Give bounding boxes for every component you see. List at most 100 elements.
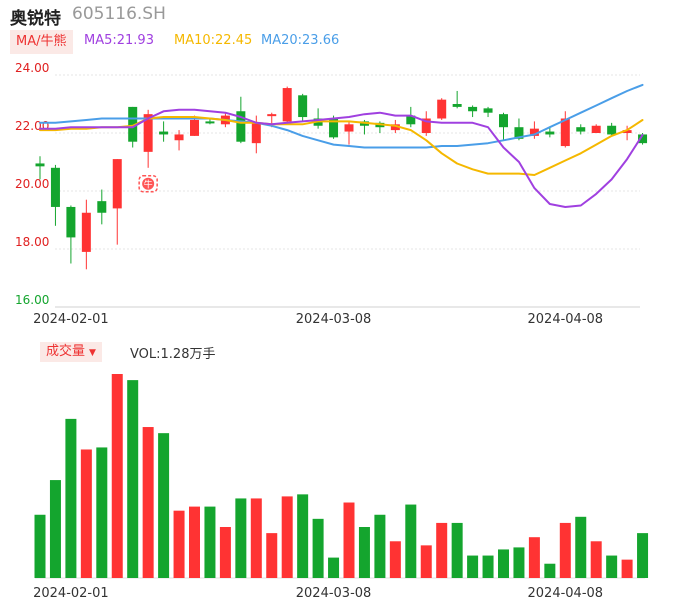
volume-bar[interactable] xyxy=(34,514,46,578)
candle-body[interactable] xyxy=(143,114,153,152)
ma5-legend: MA5:21.93 xyxy=(84,33,154,48)
volume-bar[interactable] xyxy=(127,380,139,578)
candle-body[interactable] xyxy=(607,125,617,135)
volume-bar[interactable] xyxy=(173,510,185,578)
volume-bar[interactable] xyxy=(528,537,540,578)
volume-bar[interactable] xyxy=(111,374,123,578)
volume-bar[interactable] xyxy=(312,518,324,578)
volume-bar[interactable] xyxy=(204,506,216,578)
candle-body[interactable] xyxy=(622,130,632,133)
y-tick-label: 24.00 xyxy=(15,61,49,75)
x-tick-label: 2024-02-01 xyxy=(33,586,109,601)
bull-marker-label: 牛 xyxy=(144,178,153,190)
candle-body[interactable] xyxy=(483,108,493,113)
candle-body[interactable] xyxy=(81,212,91,252)
x-tick-label: 2024-04-08 xyxy=(528,312,604,327)
volume-bar[interactable] xyxy=(219,527,231,578)
y-tick-label: 20.00 xyxy=(15,177,49,191)
candle-body[interactable] xyxy=(437,99,447,119)
volume-bar[interactable] xyxy=(621,559,633,578)
candle-body[interactable] xyxy=(112,159,122,209)
volume-bar[interactable] xyxy=(235,498,247,578)
volume-indicator-selector[interactable]: 成交量 ▼ xyxy=(40,342,102,362)
volume-bar[interactable] xyxy=(158,433,170,578)
candle-body[interactable] xyxy=(406,115,416,125)
x-tick-label: 2024-03-08 xyxy=(296,312,372,327)
volume-bar[interactable] xyxy=(328,557,340,578)
candle-body[interactable] xyxy=(205,121,215,124)
volume-bar[interactable] xyxy=(420,545,432,578)
candle-body[interactable] xyxy=(50,167,60,207)
volume-bar[interactable] xyxy=(358,527,370,578)
candle-body[interactable] xyxy=(190,119,199,136)
volume-bar[interactable] xyxy=(49,480,61,578)
candle-body[interactable] xyxy=(344,124,354,132)
candle-body[interactable] xyxy=(282,88,292,122)
candle-body[interactable] xyxy=(529,128,539,136)
volume-bar[interactable] xyxy=(590,541,602,578)
candle-body[interactable] xyxy=(545,131,555,135)
volume-bar[interactable] xyxy=(451,522,463,578)
volume-bar[interactable] xyxy=(80,449,92,578)
candle-body[interactable] xyxy=(638,134,648,144)
candle-body[interactable] xyxy=(267,114,277,117)
volume-bar[interactable] xyxy=(297,494,309,578)
volume-bar[interactable] xyxy=(343,502,355,578)
candle-body[interactable] xyxy=(468,106,478,112)
candle-body[interactable] xyxy=(97,201,107,213)
volume-bar[interactable] xyxy=(250,498,262,578)
candle-body[interactable] xyxy=(560,118,570,147)
x-tick-label: 2024-03-08 xyxy=(296,586,372,601)
candle-body[interactable] xyxy=(591,125,601,133)
stock-name: 奥锐特 xyxy=(10,9,61,29)
candle-body[interactable] xyxy=(236,111,246,142)
candle-body[interactable] xyxy=(329,118,339,138)
volume-bar[interactable] xyxy=(559,522,571,578)
volume-bar[interactable] xyxy=(575,516,587,578)
candle-body[interactable] xyxy=(128,106,138,142)
volume-bar[interactable] xyxy=(498,549,509,578)
x-tick-label: 2024-02-01 xyxy=(33,312,109,327)
candle-body[interactable] xyxy=(514,127,524,139)
volume-bar[interactable] xyxy=(281,496,293,578)
dropdown-arrow-icon: ▼ xyxy=(89,348,96,358)
candle-body[interactable] xyxy=(499,114,508,128)
volume-bar[interactable] xyxy=(266,533,278,578)
y-tick-label: 16.00 xyxy=(15,293,49,307)
volume-bar[interactable] xyxy=(389,541,401,578)
y-tick-label: 18.00 xyxy=(15,235,49,249)
volume-bar[interactable] xyxy=(606,555,618,578)
ma-indicator-selector[interactable]: MA/牛熊 xyxy=(10,30,73,54)
bull-marker-frame xyxy=(138,175,158,193)
stock-code: 605116.SH xyxy=(72,4,166,24)
candle-body[interactable] xyxy=(66,206,76,238)
candle-body[interactable] xyxy=(159,131,169,135)
candle-body[interactable] xyxy=(390,124,400,131)
ma20-line xyxy=(39,83,644,149)
volume-value: VOL:1.28万手 xyxy=(130,347,216,362)
volume-selector-label: 成交量 xyxy=(46,344,86,359)
volume-bar[interactable] xyxy=(544,563,556,578)
candle-body[interactable] xyxy=(35,163,45,167)
volume-bar[interactable] xyxy=(467,555,479,578)
volume-bar[interactable] xyxy=(96,447,108,578)
volume-bar[interactable] xyxy=(65,418,77,578)
candle-body[interactable] xyxy=(298,95,308,118)
volume-bar[interactable] xyxy=(513,547,525,578)
volume-bar[interactable] xyxy=(637,533,649,578)
bull-marker-icon[interactable] xyxy=(142,177,155,190)
candle-body[interactable] xyxy=(421,118,431,134)
volume-bar[interactable] xyxy=(189,506,200,578)
candle-body[interactable] xyxy=(452,104,462,107)
candle-body[interactable] xyxy=(251,122,261,144)
volume-bar[interactable] xyxy=(436,522,448,578)
candle-body[interactable] xyxy=(576,127,586,132)
volume-bar[interactable] xyxy=(374,514,386,578)
ma5-line xyxy=(39,108,644,208)
candle-body[interactable] xyxy=(174,134,184,141)
volume-bar[interactable] xyxy=(482,555,494,578)
x-tick-label: 2024-04-08 xyxy=(528,586,604,601)
volume-bar[interactable] xyxy=(405,504,417,578)
volume-bar[interactable] xyxy=(142,427,154,578)
